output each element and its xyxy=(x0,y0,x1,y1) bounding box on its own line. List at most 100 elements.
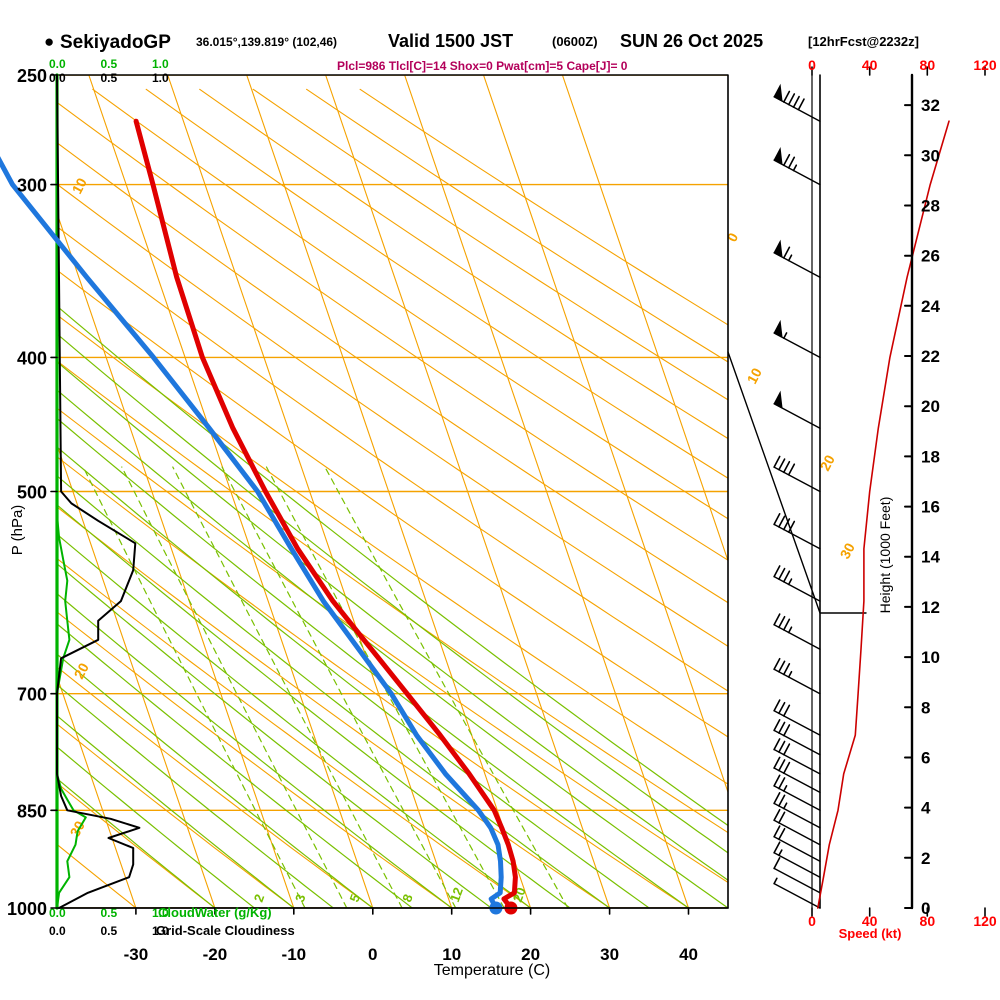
temperature-axis-label: Temperature (C) xyxy=(434,962,550,979)
cloudwater-tick-top-1: 0.5 xyxy=(101,57,118,71)
wind-barb-half-18 xyxy=(787,254,793,262)
wind-barb-flag-19 xyxy=(773,147,783,166)
cloudiness-tick-top-0: 0.0 xyxy=(49,71,66,85)
height-tick-label-20: 20 xyxy=(921,397,940,416)
wind-barb-full-5 xyxy=(778,794,786,807)
wind-barb-flag-20 xyxy=(773,83,783,102)
dry-adiabat-label-right-20: 20 xyxy=(817,452,839,473)
dry-adiabat-40 xyxy=(57,456,690,908)
temperature-trace xyxy=(133,118,518,911)
cloudwater-tick-top-2: 1.0 xyxy=(152,57,169,71)
wind-barb-shaft-7 xyxy=(773,767,821,794)
dry-adiabat--20 xyxy=(57,782,216,908)
wind-barb-full-14 xyxy=(778,515,786,528)
moist-adiabat-20 xyxy=(57,533,532,908)
wind-barb-full-12 xyxy=(773,613,781,626)
height-tick-label-6: 6 xyxy=(921,748,930,767)
wind-barb-full-10 xyxy=(773,699,781,712)
wind-barb-full-20 xyxy=(782,90,791,103)
wind-barb-shaft-14 xyxy=(773,523,821,550)
wind-barb-full-3 xyxy=(773,825,781,838)
wind-barb-full-6 xyxy=(773,774,781,787)
cloudwater-tick-top-0: 0.0 xyxy=(49,57,66,71)
moist-adiabat--15 xyxy=(57,746,255,908)
mixing-ratio-20 xyxy=(324,466,569,908)
wind-barb-full-9 xyxy=(778,721,786,734)
dry-adiabat-30 xyxy=(57,506,611,908)
height-tick-label-8: 8 xyxy=(921,698,930,717)
pressure-tick-label-250: 250 xyxy=(17,66,47,86)
wind-barb-half-0 xyxy=(773,877,778,885)
wind-barb-flag-16 xyxy=(773,390,783,409)
wind-barb-full-10 xyxy=(782,704,791,717)
wind-barb-shaft-11 xyxy=(773,668,821,695)
wind-barb-half-13 xyxy=(787,578,793,586)
forecast-stamp: [12hrFcst@2232z] xyxy=(808,34,919,49)
height-tick-label-26: 26 xyxy=(921,247,940,266)
wind-barb-shaft-0 xyxy=(773,882,821,909)
height-tick-label-12: 12 xyxy=(921,598,940,617)
temp-tick-label-30: 30 xyxy=(600,945,619,964)
wind-barb-full-13 xyxy=(782,570,791,583)
wind-region-boundary xyxy=(727,351,867,614)
wind-barb-half-5 xyxy=(782,802,788,810)
moist-adiabat-35 xyxy=(57,446,650,908)
wind-barb-full-13 xyxy=(773,565,781,578)
wind-barb-full-20 xyxy=(792,95,800,108)
wind-barb-full-1 xyxy=(773,856,781,870)
dry-adiabat-label-right-30: 30 xyxy=(837,540,859,561)
dry-adiabat-150 xyxy=(199,88,728,440)
speed-tick-label-top-40: 40 xyxy=(862,57,878,73)
moist-adiabat--5 xyxy=(57,684,334,908)
wind-barb-shaft-12 xyxy=(773,624,821,650)
wind-barb-shaft-1 xyxy=(773,867,821,894)
cloudiness-tick-top-1: 0.5 xyxy=(101,71,118,85)
temp-tick-label--10: -10 xyxy=(282,945,307,964)
dry-adiabat-130 xyxy=(92,88,728,520)
isotherm-10 xyxy=(167,75,453,908)
mixing-ratio-label-8: 8 xyxy=(399,892,416,904)
mixing-ratio-3 xyxy=(121,466,348,908)
dry-adiabat-0 xyxy=(57,666,374,908)
valid-date: SUN 26 Oct 2025 xyxy=(620,31,763,51)
cloudiness-tick-top-2: 1.0 xyxy=(152,71,169,85)
dry-adiabat-10 xyxy=(57,611,453,908)
mixing-ratio-label-5: 5 xyxy=(346,892,363,904)
cloudwater-tick-bottom-2: 1.0 xyxy=(152,906,169,920)
axis-layer: 0.00.00.50.51.01.00.00.00.50.51.01.00246… xyxy=(7,57,997,964)
wind-barb-full-7 xyxy=(782,761,791,775)
dry-adiabat-160 xyxy=(252,88,728,401)
cloudiness-profile xyxy=(56,74,141,909)
mixing-ratio-label-12: 12 xyxy=(447,885,466,904)
height-tick-label-4: 4 xyxy=(921,799,931,818)
wind-barb-full-8 xyxy=(778,740,786,753)
temp-tick-label--30: -30 xyxy=(124,945,149,964)
wind-barb-full-15 xyxy=(773,455,781,468)
speed-tick-label-top-0: 0 xyxy=(808,57,816,73)
wind-barb-flag-18 xyxy=(773,239,783,258)
wind-barb-full-15 xyxy=(787,463,796,476)
temp-tick-label-40: 40 xyxy=(679,945,698,964)
wind-barb-full-11 xyxy=(778,660,786,673)
cloudiness-axis-label: Grid-Scale Cloudiness xyxy=(156,923,295,938)
mixing-ratio-2 xyxy=(82,466,306,908)
dry-adiabat-label-right-10: 10 xyxy=(744,365,766,386)
dry-adiabat--10 xyxy=(57,723,295,908)
cloudiness-tick-bottom-0: 0.0 xyxy=(49,924,66,938)
height-tick-label-18: 18 xyxy=(921,447,940,466)
wind-barb-full-18 xyxy=(782,246,791,259)
moist-adiabat-60 xyxy=(57,305,728,827)
moist-adiabat-5 xyxy=(57,623,413,908)
height-tick-label-10: 10 xyxy=(921,648,940,667)
height-tick-label-0: 0 xyxy=(921,899,930,918)
cloudiness-tick-bottom-1: 0.5 xyxy=(101,924,118,938)
pressure-tick-label-500: 500 xyxy=(17,483,47,503)
wind-barb-full-19 xyxy=(787,156,796,169)
wind-barb-half-19 xyxy=(792,164,798,172)
isotherm-50 xyxy=(482,75,728,794)
mixing-ratio-label-3: 3 xyxy=(292,892,309,904)
height-tick-label-14: 14 xyxy=(921,548,940,567)
speed-tick-label-top-120: 120 xyxy=(973,57,997,73)
